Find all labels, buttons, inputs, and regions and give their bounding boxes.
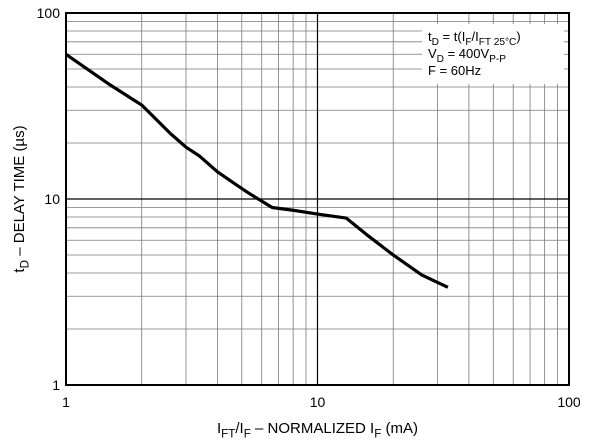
y-tick-label: 1 xyxy=(52,377,60,393)
y-axis-label: tD – DELAY TIME (µs) xyxy=(11,125,32,272)
x-tick-label: 100 xyxy=(557,394,581,410)
x-tick-label: 10 xyxy=(310,394,326,410)
annotation-line: F = 60Hz xyxy=(428,63,481,78)
annotation-line: VD = 400VP-P xyxy=(428,46,506,65)
annotation-line: tD = t(IF/IFT 25°C) xyxy=(428,29,521,48)
series-line-0 xyxy=(65,52,449,289)
tick-labels: 1 10 100 1 10 100 xyxy=(37,5,581,410)
series-layer xyxy=(65,52,449,289)
annotation-box: tD = t(IF/IFT 25°C)VD = 400VP-PF = 60Hz xyxy=(428,29,521,78)
y-tick-label: 10 xyxy=(44,191,60,207)
y-tick-label: 100 xyxy=(37,5,61,21)
annotation-background xyxy=(422,24,564,84)
plot-frame xyxy=(65,12,570,386)
x-axis-label: IFT/IF – NORMALIZED IF (mA) xyxy=(217,420,418,441)
x-tick-label: 1 xyxy=(62,394,70,410)
